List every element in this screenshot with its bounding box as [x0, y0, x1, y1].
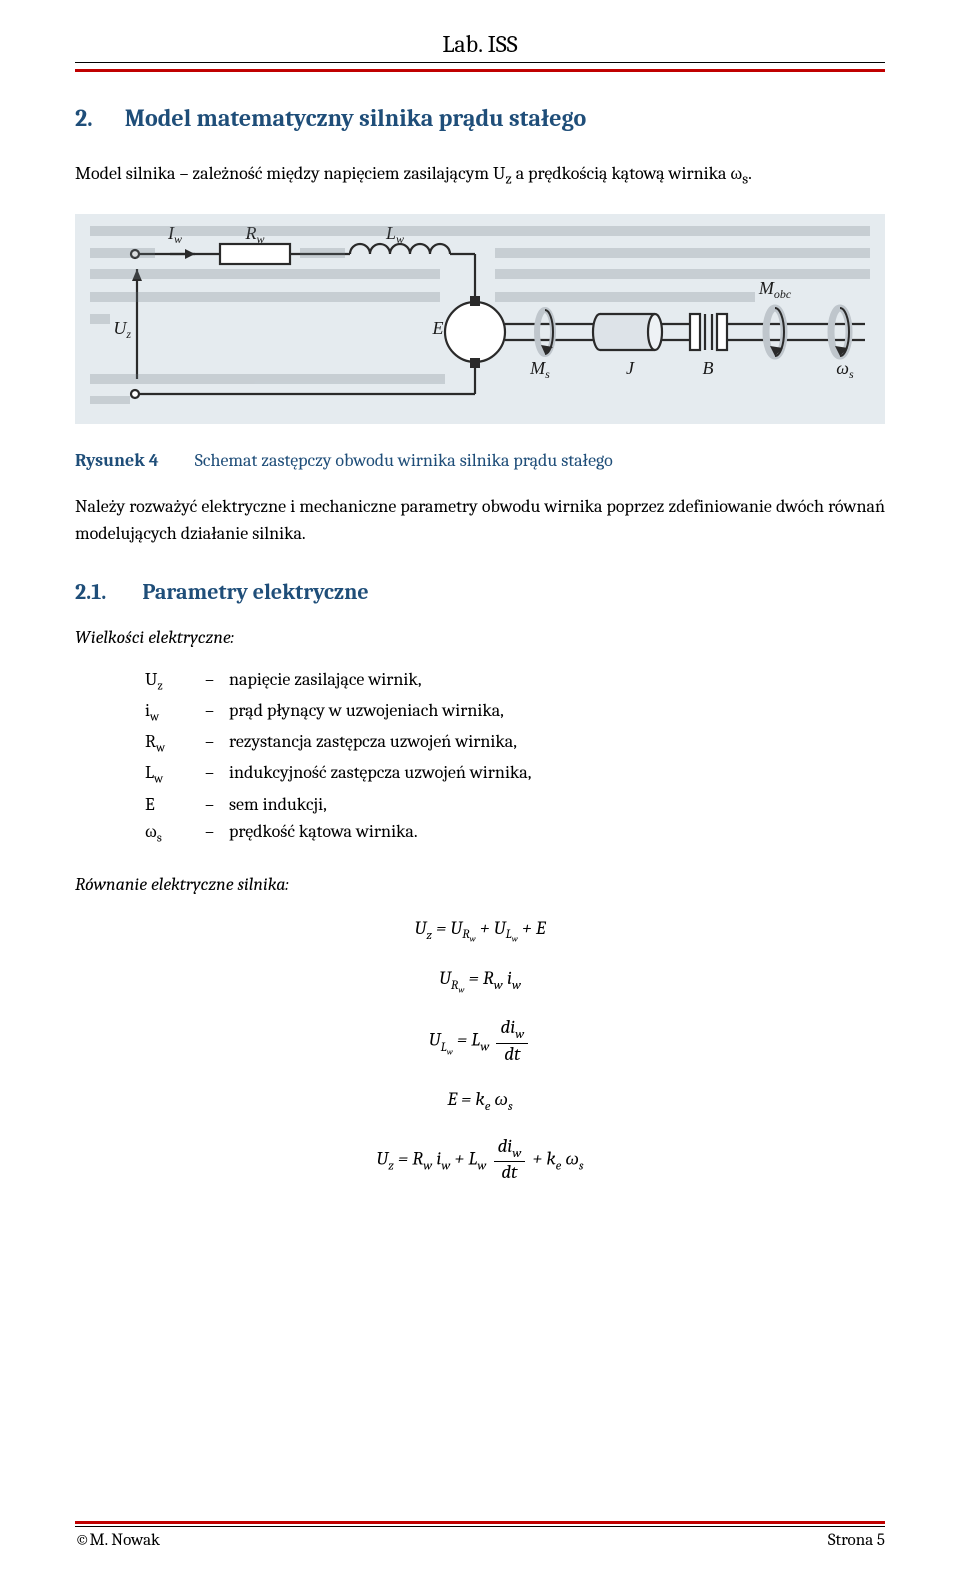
list-item: Lw–indukcyjność zastępcza uzwojeń wirnik… — [145, 759, 885, 790]
page-footer: ©M. Nowak Strona 5 — [75, 1521, 885, 1550]
equation-e: E = ke ωs — [75, 1088, 885, 1114]
figure-4-circuit: Iw Rw Lw Uz E Ms J B Mobc ωs — [75, 214, 885, 424]
figure-4-label: Rysunek 4 — [75, 450, 159, 471]
list-item: ωs–prędkość kątowa wirnika. — [145, 818, 885, 849]
footer-thin-line — [75, 1526, 885, 1527]
list-item: Rw–rezystancja zastępcza uzwojeń wirnika… — [145, 728, 885, 759]
footer-accent-line — [75, 1521, 885, 1524]
section-2-intro: Model silnika – zależność między napięci… — [75, 160, 885, 190]
header-accent-line — [75, 69, 885, 72]
equation-urw: URw = Rw iw — [75, 967, 885, 995]
list-item: Uz–napięcie zasilające wirnik, — [145, 666, 885, 697]
quantities-title: Wielkości elektryczne: — [75, 627, 885, 648]
section-2-heading: 2. Model matematyczny silnika prądu stałe… — [75, 104, 885, 132]
list-item: iw–prąd płynący w uzwojeniach wirnika, — [145, 697, 885, 728]
equation-uz-full: Uz = Rw iw + Lw diwdt + ke ωs — [75, 1136, 885, 1185]
footer-page-number: Strona 5 — [828, 1531, 885, 1550]
svg-text:B: B — [703, 358, 714, 378]
figure-4-caption: Rysunek 4 Schemat zastępczy obwodu wirnik… — [75, 450, 885, 471]
svg-text:E: E — [432, 318, 444, 338]
figure-4-caption-text: Schemat zastępczy obwodu wirnika silnika… — [195, 450, 613, 471]
section-2-1-title: Parametry elektryczne — [142, 579, 368, 605]
section-2-title: Model matematyczny silnika prądu stałego — [125, 104, 587, 132]
electrical-equations: Uz = URw + ULw + E URw = Rw iw ULw = Lw … — [75, 917, 885, 1185]
page-header: Lab. ISS — [75, 30, 885, 63]
equations-title: Równanie elektryczne silnika: — [75, 874, 885, 895]
equation-uz-sum: Uz = URw + ULw + E — [75, 917, 885, 945]
electrical-quantities-list: Uz–napięcie zasilające wirnik, iw–prąd p… — [145, 666, 885, 849]
svg-text:J: J — [626, 358, 635, 378]
header-title: Lab. ISS — [75, 30, 885, 63]
equation-ulw: ULw = Lw diwdt — [75, 1017, 885, 1066]
paragraph-after-figure: Należy rozważyć elektryczne i mechaniczn… — [75, 493, 885, 547]
footer-author: ©M. Nowak — [75, 1531, 160, 1550]
section-2-number: 2. — [75, 104, 93, 132]
section-2-1-number: 2.1. — [75, 579, 106, 605]
list-item: E–sem indukcji, — [145, 791, 885, 819]
section-2-1-heading: 2.1. Parametry elektryczne — [75, 579, 885, 605]
